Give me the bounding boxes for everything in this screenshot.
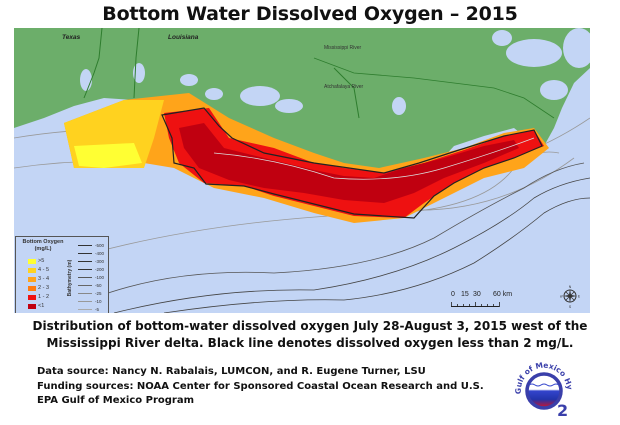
bathymetry-item: -500 [78,243,104,248]
svg-text:W: W [560,295,563,299]
legend-item: <1 [28,303,44,309]
map-graphic [14,28,590,313]
data-source: Data source: Nancy N. Rabalais, LUMCON, … [37,366,426,377]
svg-text:N: N [569,285,572,289]
compass-rose-icon: N S W E [560,284,580,308]
page-title: Bottom Water Dissolved Oxygen – 2015 [102,3,518,25]
legend-swatch [28,276,36,282]
scale-bar-line [451,302,500,307]
oxygen-zone-gt5 [74,143,142,168]
legend-swatch [28,267,36,273]
legend-item: 3 - 4 [28,276,49,282]
funding-source-cont: EPA Gulf of Mexico Program [37,395,195,406]
legend-swatch [28,303,36,309]
legend-swatch [28,285,36,291]
figure-caption: Distribution of bottom-water dissolved o… [32,319,588,350]
bathymetry-item: -25 [78,291,102,296]
bathymetry-item: -400 [78,251,104,256]
bathymetry-axis-label: Bathymetry (m) [67,259,73,297]
hypoxia-boundary-line [161,107,543,219]
bathymetry-item: -300 [78,259,104,264]
bathymetry-item: -100 [78,275,104,280]
label-louisiana: Louisiana [168,34,199,41]
legend-item: 1 - 2 [28,294,49,300]
legend-item: >5 [28,258,44,264]
bathymetry-item: -200 [78,267,104,272]
label-mississippi-river: Mississippi River [324,45,362,51]
oxygen-zone-lt1 [179,123,519,203]
hypoxia-map: Texas Louisiana Mississippi River Atchaf… [14,28,590,313]
legend-item: 2 - 3 [28,285,49,291]
svg-text:E: E [578,295,580,299]
bathymetry-item: -5 [78,307,100,312]
bathymetry-item: -50 [78,283,102,288]
svg-text:2: 2 [557,401,568,420]
map-legend: Bottom Oxygen (mg/L) >5 4 - 5 3 - 4 2 - … [15,236,109,313]
label-texas: Texas [62,34,81,41]
gulf-hypoxia-logo: Gulf of Mexico Hypoxia 2 [502,347,585,420]
legend-title: Bottom Oxygen (mg/L) [22,239,64,252]
bathymetry-item: -10 [78,299,102,304]
legend-swatch [28,258,36,264]
legend-swatch [28,294,36,300]
funding-source: Funding sources: NOAA Center for Sponsor… [37,380,484,392]
label-atchafalaya-river: Atchafalaya River [324,84,364,90]
svg-text:S: S [569,305,572,308]
legend-item: 4 - 5 [28,267,49,273]
credits: Data source: Nancy N. Rabalais, LUMCON, … [37,365,484,409]
